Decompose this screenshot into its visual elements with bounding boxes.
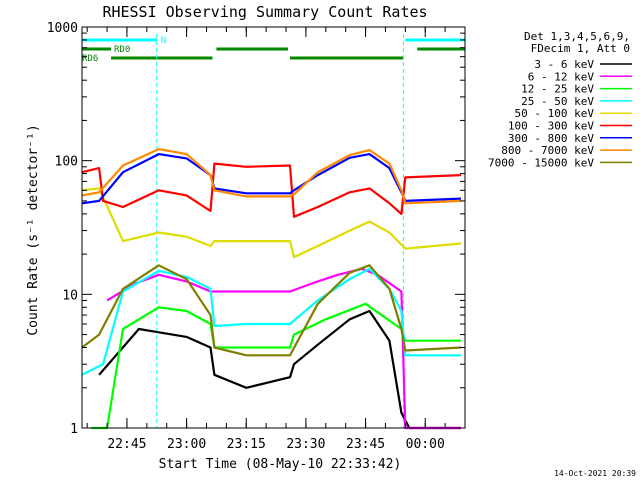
legend-label: 7000 - 15000 keV (488, 156, 594, 169)
flag-label-rd6: RD6 (82, 54, 98, 64)
legend-header-line-2: FDecim 1, Att 0 (531, 42, 630, 55)
series-line-7 (81, 153, 462, 205)
y-tick-label: 10 (62, 288, 78, 303)
dashed-line-layer (81, 34, 466, 428)
x-tick-label: 23:45 (346, 437, 385, 452)
y-tick-label: 100 (55, 155, 78, 170)
legend-label: 100 - 300 keV (508, 120, 594, 133)
legend-label: 300 - 800 keV (508, 132, 594, 145)
series-line-1 (98, 309, 461, 430)
legend-label: 50 - 100 keV (515, 107, 595, 120)
x-tick-label: 23:15 (227, 437, 266, 452)
x-tick-label: 00:00 (406, 437, 445, 452)
y-tick-label: 1000 (47, 21, 78, 36)
flag-label-rd0: RD0 (114, 45, 130, 55)
series-line-8 (81, 148, 462, 205)
flag-layer: N RD0 RD6 (82, 36, 465, 64)
series-layer (81, 148, 462, 430)
y-tick-label: 1 (70, 422, 78, 437)
legend-label: 6 - 12 keV (528, 70, 595, 83)
legend-header-line-1: Det 1,3,4,5,6,9, (524, 30, 630, 43)
series-line-5 (81, 187, 462, 259)
x-tick-label: 23:00 (167, 437, 206, 452)
chart-title: RHESSI Observing Summary Count Rates (102, 3, 427, 21)
x-tick-label: 23:30 (286, 437, 325, 452)
footer-date: 14-Oct-2021 20:39 (554, 469, 636, 478)
series-line-2 (106, 267, 461, 430)
series-line-9 (81, 264, 462, 357)
legend-label: 12 - 25 keV (521, 83, 594, 96)
x-axis-label: Start Time (08-May-10 22:33:42) (159, 457, 402, 472)
series-line-6 (81, 162, 462, 218)
x-tick-label: 22:45 (107, 437, 146, 452)
legend-label: 3 - 6 keV (534, 58, 594, 71)
legend-label: 25 - 50 keV (521, 95, 594, 108)
series-line-4 (81, 267, 461, 376)
y-axis-label: Count Rate (s⁻¹ detector⁻¹) (26, 124, 41, 335)
legend: Det 1,3,4,5,6,9, FDecim 1, Att 0 3 - 6 k… (488, 30, 632, 169)
legend-label: 800 - 7000 keV (501, 144, 594, 157)
flag-label-n: N (161, 36, 166, 46)
series-line-3 (91, 302, 461, 430)
axis-tick-layer: 1 10 100 1000 22:45 23:00 23:15 23:30 23:45 00:00 (47, 21, 466, 452)
plot-frame (81, 26, 466, 429)
